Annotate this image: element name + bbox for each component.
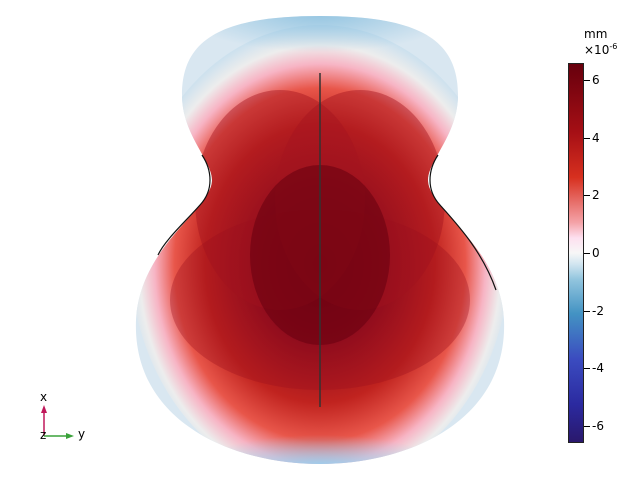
colorbar-tick-label: 2 <box>592 188 600 203</box>
y-axis-label: y <box>78 427 86 441</box>
axis-triad <box>41 405 74 439</box>
y-arrow-head <box>66 433 74 439</box>
colorbar <box>568 63 584 443</box>
x-axis-label: x <box>40 390 48 404</box>
colorbar-tick-mark <box>584 310 590 312</box>
colorbar-tick-mark <box>584 368 590 370</box>
colorbar-tick-mark <box>584 425 590 427</box>
colorbar-tick-label: 0 <box>592 246 600 260</box>
colorbar-tick-label: 6 <box>592 73 600 88</box>
colorbar-unit: mm <box>584 27 608 41</box>
left-waist-edge <box>157 154 211 256</box>
colorbar-tick-mark <box>584 80 590 82</box>
right-waist-edge <box>429 154 497 291</box>
colorbar-tick-label: 4 <box>592 130 600 145</box>
colorbar-tick-label: -2 <box>592 303 604 318</box>
x-arrow-head <box>41 405 47 413</box>
colorbar-tick-label: -4 <box>592 361 604 376</box>
colorbar-exponent: ×10-6 <box>584 42 617 57</box>
colorbar-tick-mark <box>584 253 590 254</box>
colorbar-exponent-base: ×10 <box>584 43 610 57</box>
colorbar-exponent-power: -6 <box>609 42 618 51</box>
z-axis-label: z <box>40 428 47 442</box>
colorbar-tick-mark <box>584 137 590 139</box>
colorbar-tick-mark <box>584 195 590 197</box>
colorbar-tick-label: -6 <box>592 418 604 433</box>
